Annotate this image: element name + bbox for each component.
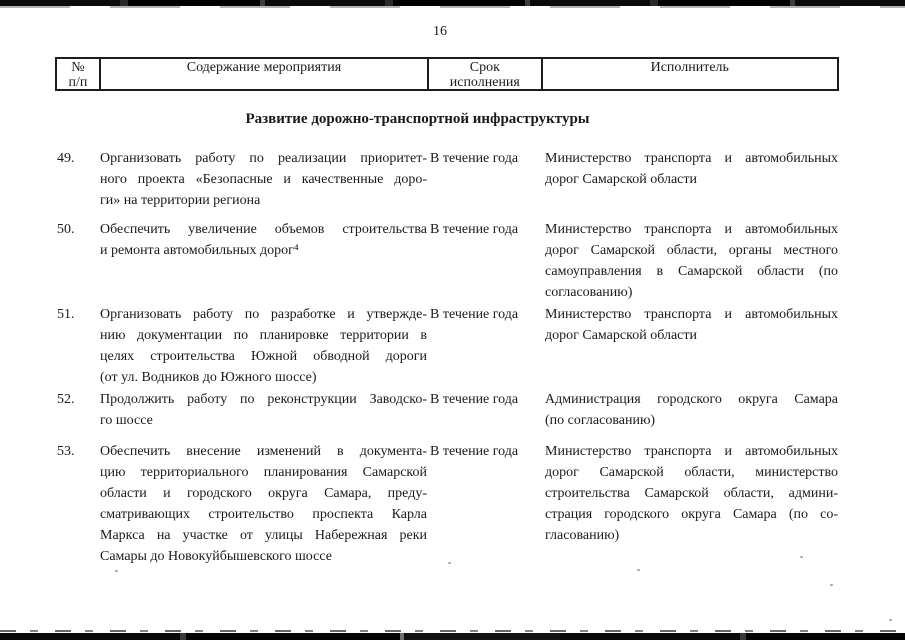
row-content: Обеспечить увеличение объемов строительс… [100,222,427,258]
scan-artifact-top-bar [0,0,905,6]
row-number: 52. [57,392,75,407]
scan-noise-speck [115,570,118,572]
scan-artifact-top-fragment [0,6,905,8]
row-term: В течение года [430,444,519,459]
scan-noise-speck [448,562,451,564]
row-number: 53. [57,444,75,459]
row-term: В течение года [430,392,519,407]
scan-noise-speck [800,556,803,558]
scan-noise-speck [830,584,833,586]
row-number: 51. [57,307,75,322]
scan-artifact-bottom-dashes [0,630,905,632]
scan-noise-speck [637,569,640,571]
row-executor: Министерство транспорта и автомобильных д… [545,444,838,543]
row-executor: Министерство транспорта и автомобильных д… [545,151,838,187]
scan-noise-speck [889,619,892,621]
table-header: № п/п Содержание мероприятия Срок исполнен… [55,57,839,91]
page-number: 16 [433,24,447,39]
row-content: Обеспечить внесение изменений в документ… [100,444,427,564]
row-executor: Министерство транспорта и автомобильных д… [545,307,838,343]
column-header-term: Срок исполнения [427,59,540,90]
column-header-executor: Исполнитель [540,59,837,89]
row-executor: Министерство транспорта и автомобильных д… [545,222,838,300]
row-content: Продолжить работу по реконструкции Завод… [100,392,427,428]
row-number: 50. [57,222,75,237]
row-number: 49. [57,151,75,166]
row-term: В течение года [430,151,519,166]
row-content: Организовать работу по разработке и утве… [100,307,427,385]
section-heading: Развитие дорожно-транспортной инфраструк… [245,111,590,127]
row-term: В течение года [430,222,519,237]
row-executor: Администрация городского округа Самара (п… [545,392,838,428]
scan-artifact-bottom-bar [0,633,905,640]
row-term: В течение года [430,307,519,322]
row-content: Организовать работу по реализации приори… [100,151,427,208]
column-header-content: Содержание мероприятия [98,59,427,89]
column-header-number: № п/п [68,60,88,90]
